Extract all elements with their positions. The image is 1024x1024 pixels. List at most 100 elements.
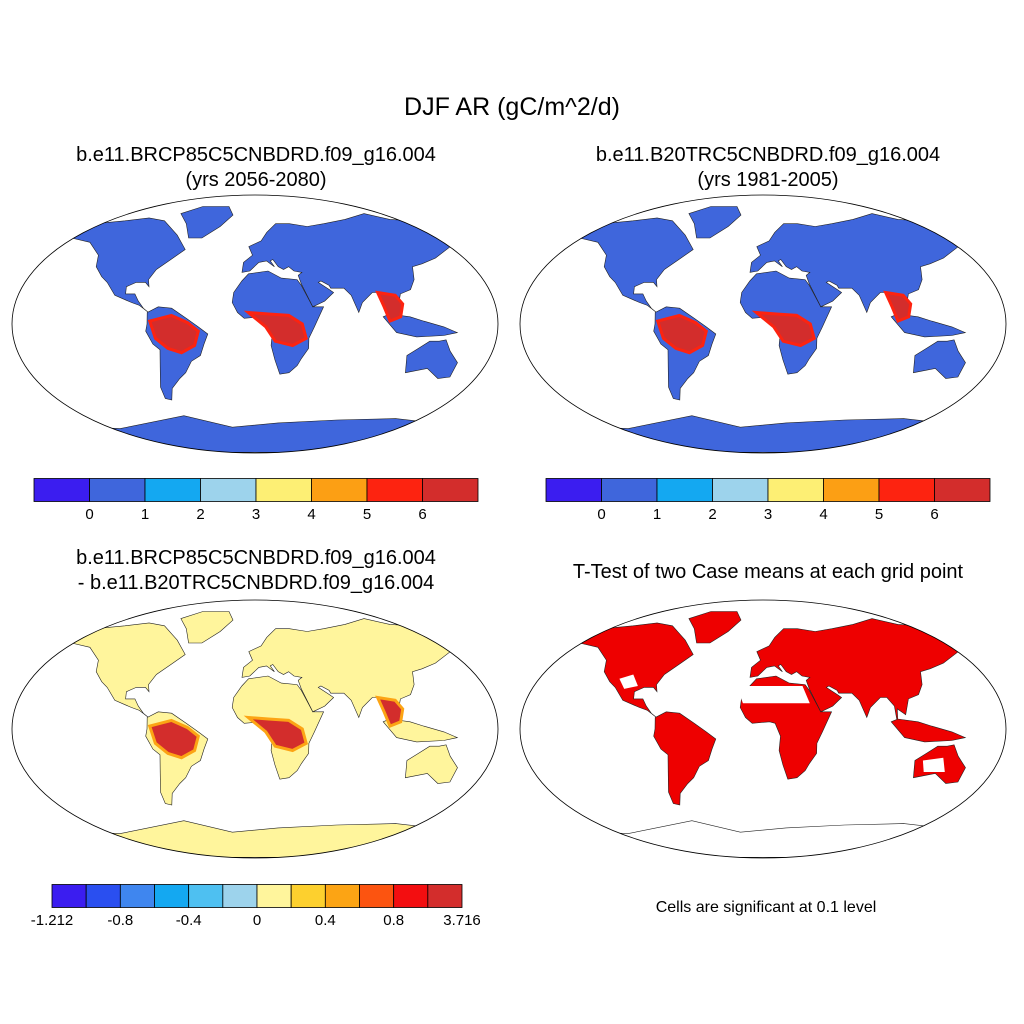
colorbar-swatch: [712, 478, 769, 502]
colorbar-swatch: [545, 478, 602, 502]
colorbar-swatch: [119, 884, 155, 908]
colorbar-tick-label: 1: [140, 506, 150, 523]
landmass-indonesia: [890, 718, 967, 743]
colorbar-tick-label: 0: [85, 506, 94, 523]
colorbar-swatch: [255, 478, 312, 502]
significance-note: Cells are significant at 0.1 level: [655, 899, 877, 916]
colorbar-swatch: [89, 478, 146, 502]
panel-title-line1: b.e11.BRCP85C5CNBDRD.f09_g16.004: [76, 144, 436, 166]
landmass-antarctica: [557, 415, 969, 453]
main-title: DJF AR (gC/m^2/d): [404, 93, 620, 121]
tropical-region-congo: [243, 715, 308, 753]
tropical-region-amazon: [147, 718, 200, 760]
landmass-australia: [405, 744, 458, 784]
map-border: [519, 194, 1007, 454]
non-significant-region: [922, 757, 945, 772]
colorbar-swatch: [290, 884, 326, 908]
map-border: [11, 599, 499, 859]
panel-title-line2: (yrs 2056-2080): [185, 169, 327, 191]
colorbar-tick-label: 3: [763, 506, 773, 523]
colorbar-swatch: [767, 478, 824, 502]
map-panel-bottom-right: [519, 599, 1007, 859]
colorbar-swatch: [85, 884, 121, 908]
colorbar-tick-label: -1.212: [30, 912, 74, 929]
tropical-region-seasia: [375, 695, 405, 729]
map-border: [11, 194, 499, 454]
panel-title-line2: - b.e11.B20TRC5CNBDRD.f09_g16.004: [77, 572, 435, 594]
colorbar-swatch: [601, 478, 658, 502]
colorbar-tick-label: -0.4: [175, 912, 202, 929]
colorbar-tick-label: -0.8: [107, 912, 134, 929]
landmass-samerica: [653, 711, 717, 806]
colorbar-bottom-left: -1.212 -0.8 -0.4 0 0.4 0.8 3.716: [31, 884, 481, 930]
colorbar-tick-label: 5: [362, 506, 372, 523]
colorbar-swatches: [33, 478, 479, 502]
colorbar-tick-label: 0.8: [383, 912, 405, 929]
landmass-namerica: [57, 622, 186, 718]
panel-title-top-right: b.e11.B20TRC5CNBDRD.f09_g16.004 (yrs 198…: [526, 143, 1010, 193]
landmass-namerica: [565, 622, 694, 718]
landmass-namerica: [57, 217, 186, 313]
colorbar-tick-label: 4: [819, 506, 828, 523]
colorbar-top-right: 0 1 2 3 4 5 6: [545, 478, 991, 524]
tropical-region-congo: [243, 310, 308, 348]
landmass-antarctica: [49, 820, 461, 858]
colorbar-tick-label: 2: [196, 506, 205, 523]
landmass-greenland: [688, 611, 742, 644]
panel-title-bottom-right: T-Test of two Case means at each grid po…: [572, 561, 964, 583]
non-significant-region: [619, 674, 638, 689]
tropical-region-congo: [751, 310, 816, 348]
colorbar-swatch: [311, 478, 368, 502]
colorbar-top-left: 0 1 2 3 4 5 6: [33, 478, 479, 524]
colorbar-tick-label: 3: [251, 506, 261, 523]
colorbar-swatch: [33, 478, 90, 502]
non-significant-region: [736, 686, 810, 704]
colorbar-swatch: [359, 884, 395, 908]
colorbar-tick-label: 2: [708, 506, 717, 523]
colorbar-tick-label: 6: [418, 506, 427, 523]
colorbar-tick-label: 3.716: [443, 912, 481, 929]
colorbar-tick-label: 0.4: [314, 912, 336, 929]
panel-title-line1: b.e11.B20TRC5CNBDRD.f09_g16.004: [595, 144, 941, 166]
colorbar-swatch: [366, 478, 423, 502]
colorbar-swatch: [200, 478, 257, 502]
colorbar-swatch: [823, 478, 880, 502]
colorbar-swatch: [144, 478, 201, 502]
landmass-australia: [913, 339, 966, 379]
map-panel-top-right: [519, 194, 1007, 454]
colorbar-tick-label: 0: [597, 506, 606, 523]
tropical-region-amazon: [147, 313, 200, 355]
panel-title-top-left: b.e11.BRCP85C5CNBDRD.f09_g16.004 (yrs 20…: [14, 143, 498, 193]
colorbar-tick-label: 4: [307, 506, 316, 523]
colorbar-swatch: [51, 884, 87, 908]
landmass-australia: [405, 339, 458, 379]
tropical-region-amazon: [655, 313, 708, 355]
tropical-region-seasia: [883, 290, 913, 324]
colorbar-swatch: [422, 478, 479, 502]
colorbar-swatch: [427, 884, 463, 908]
colorbar-tick-label: 6: [930, 506, 939, 523]
panel-title-line1: b.e11.BRCP85C5CNBDRD.f09_g16.004: [76, 547, 436, 569]
colorbar-swatch: [324, 884, 360, 908]
landmass-eurasia: [749, 618, 976, 727]
landmass-greenland: [180, 206, 234, 239]
landmass-antarctica: [557, 820, 969, 858]
colorbar-swatch: [878, 478, 935, 502]
tropical-region-seasia: [375, 290, 405, 324]
colorbar-swatches: [51, 884, 463, 908]
landmass-greenland: [688, 206, 742, 239]
colorbar-swatch: [222, 884, 258, 908]
map-panel-bottom-left: [11, 599, 499, 859]
panel-title-bottom-left: b.e11.BRCP85C5CNBDRD.f09_g16.004 - b.e11…: [14, 546, 498, 596]
landmass-greenland: [180, 611, 234, 644]
map-panel-top-left: [11, 194, 499, 454]
panel-title-line2: (yrs 1981-2005): [697, 169, 839, 191]
colorbar-swatch: [656, 478, 713, 502]
colorbar-swatch: [393, 884, 429, 908]
colorbar-tick-label: 1: [652, 506, 662, 523]
colorbar-tick-label: 0: [252, 912, 262, 929]
colorbar-swatch: [188, 884, 224, 908]
colorbar-swatches: [545, 478, 991, 502]
colorbar-swatch: [154, 884, 190, 908]
landmass-antarctica: [49, 415, 461, 453]
